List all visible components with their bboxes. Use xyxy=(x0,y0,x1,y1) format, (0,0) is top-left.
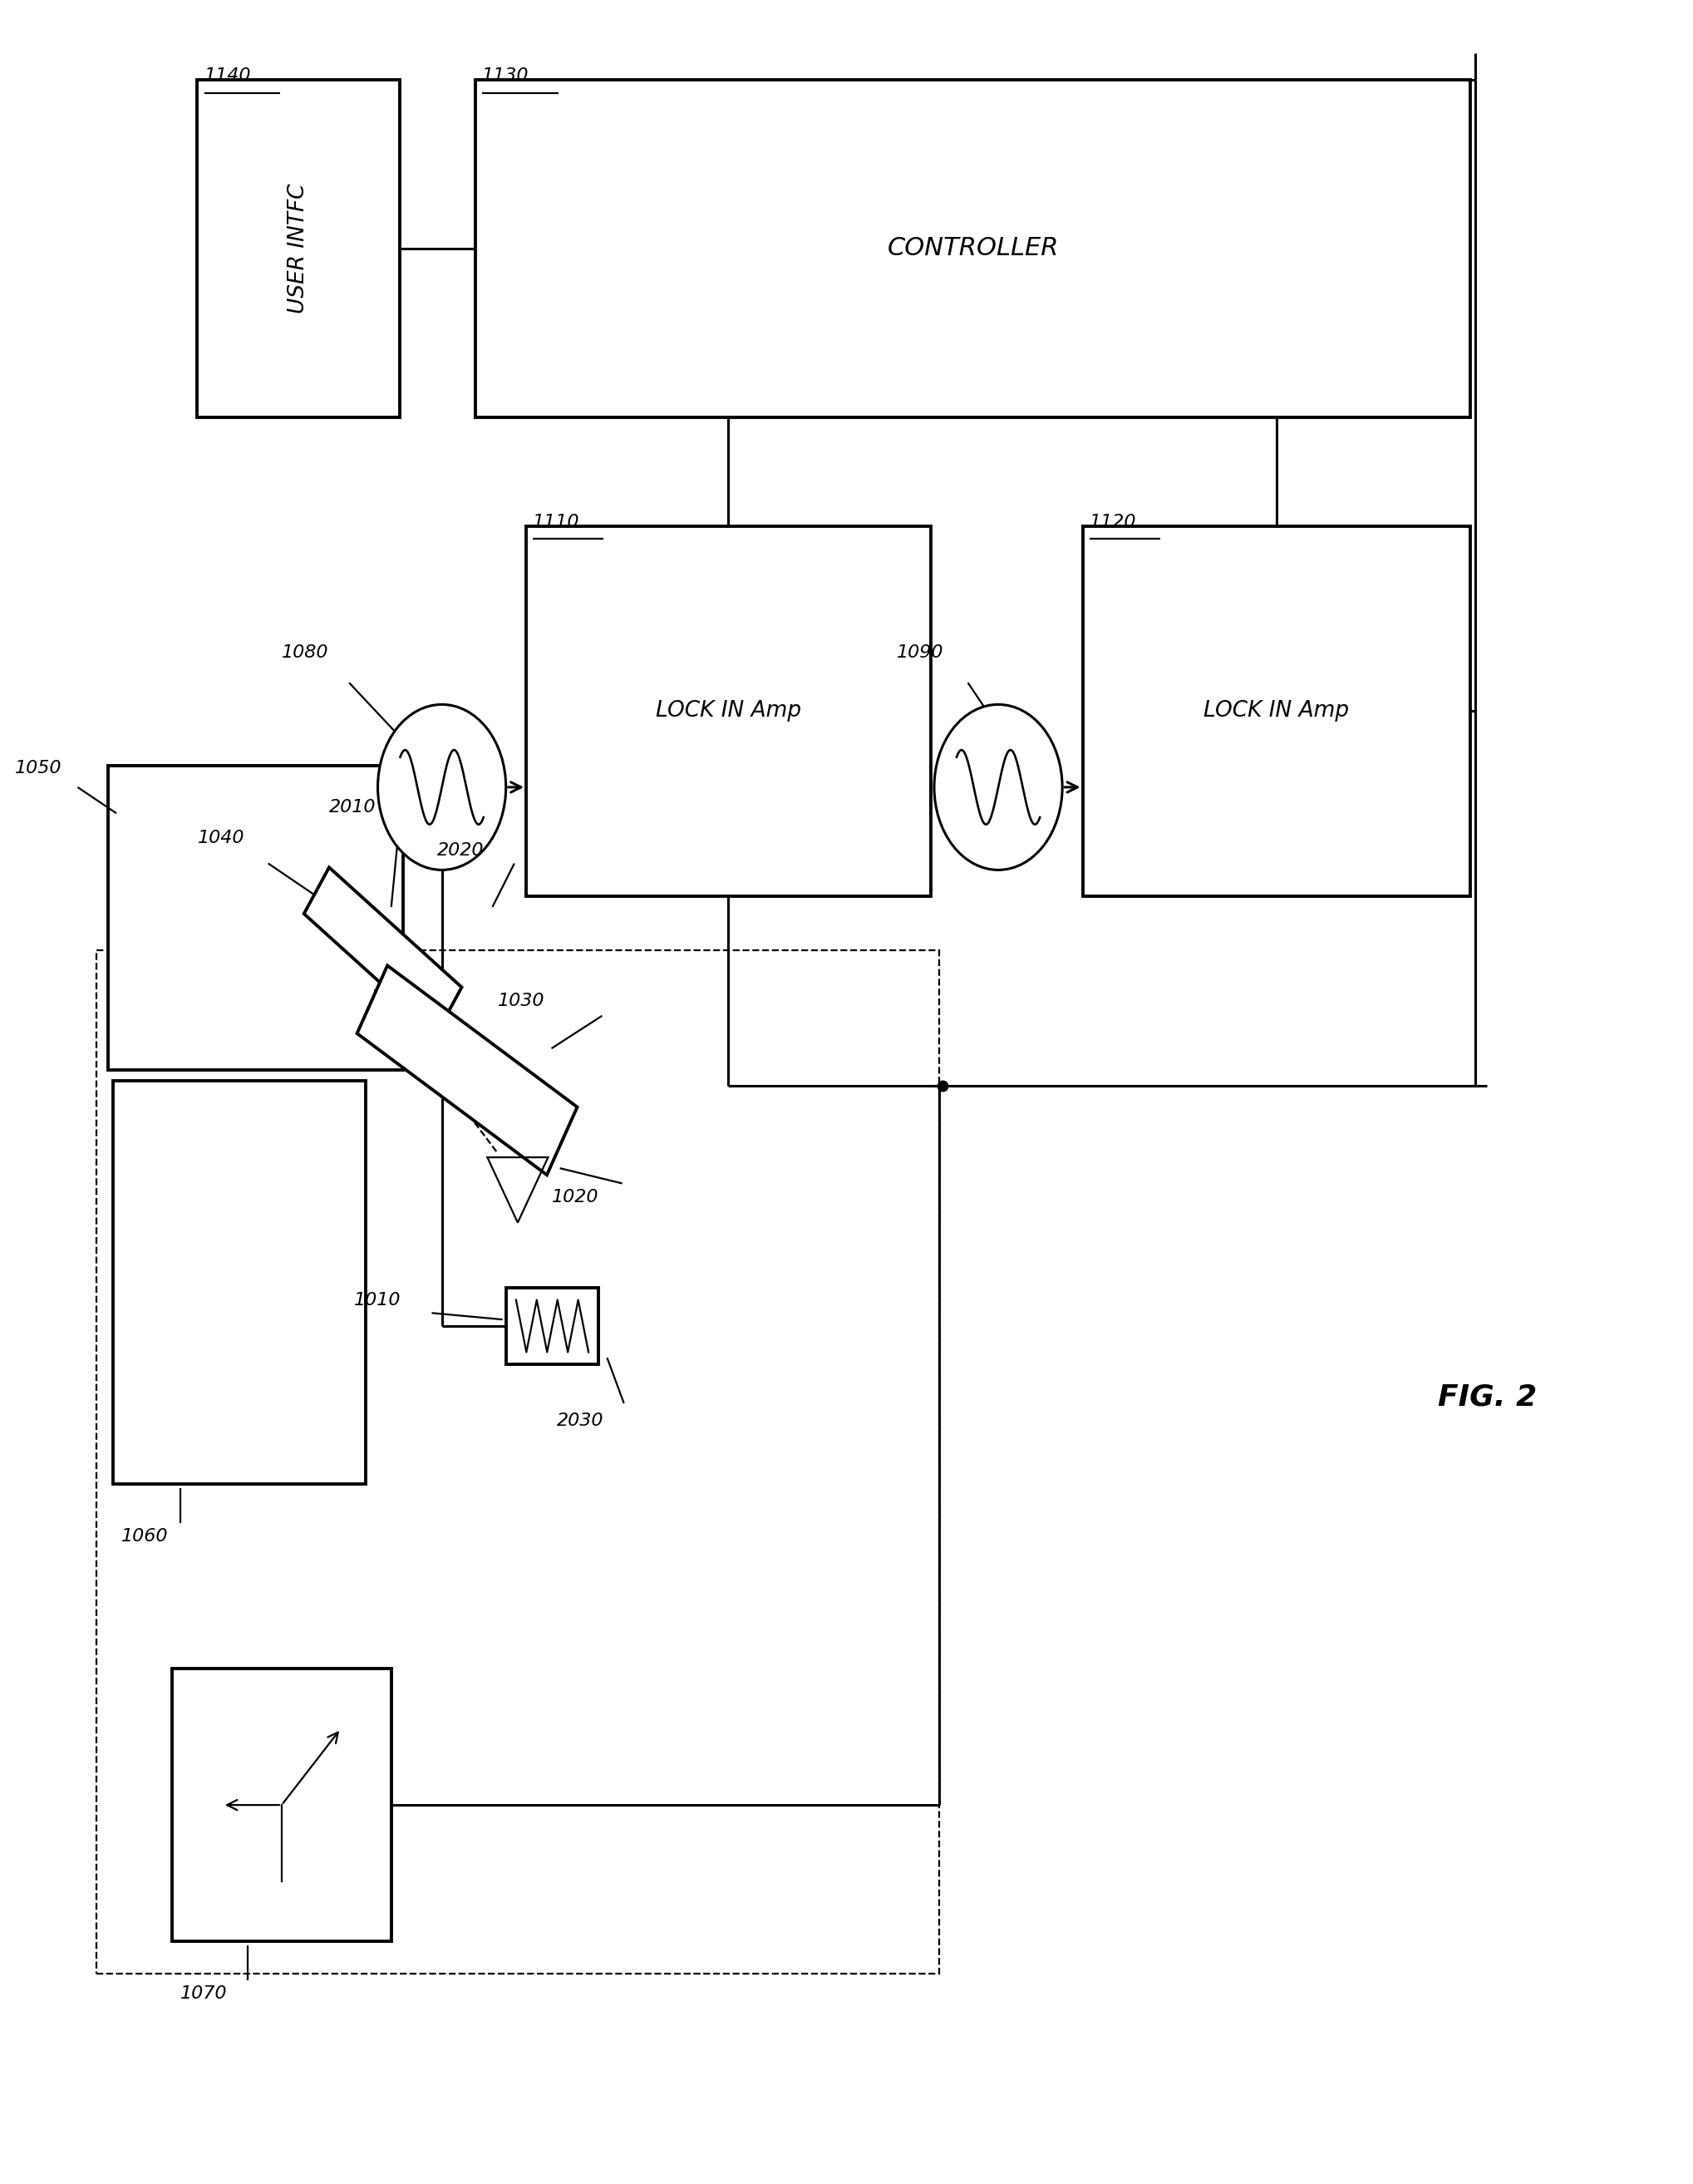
Text: CONTROLLER: CONTROLLER xyxy=(887,236,1058,260)
Bar xyxy=(113,1081,366,1483)
Text: 1060: 1060 xyxy=(122,1529,168,1544)
Bar xyxy=(173,1669,391,1942)
Bar xyxy=(1082,526,1470,895)
Text: 1010: 1010 xyxy=(354,1293,401,1308)
Text: 1140: 1140 xyxy=(205,68,251,83)
Text: 1120: 1120 xyxy=(1089,513,1136,531)
Bar xyxy=(506,1289,599,1365)
Circle shape xyxy=(935,705,1062,869)
Text: 1040: 1040 xyxy=(198,830,244,845)
Text: 1070: 1070 xyxy=(181,1985,227,2003)
Bar xyxy=(108,764,403,1070)
Bar xyxy=(476,79,1470,417)
Text: 1050: 1050 xyxy=(15,760,63,775)
Text: 1020: 1020 xyxy=(552,1188,598,1206)
Text: 2020: 2020 xyxy=(437,843,484,858)
Text: 2010: 2010 xyxy=(328,799,376,815)
Text: USER INTFC: USER INTFC xyxy=(288,183,310,314)
Text: 1030: 1030 xyxy=(498,994,545,1009)
Text: LOCK IN Amp: LOCK IN Amp xyxy=(655,701,801,723)
Text: LOCK IN Amp: LOCK IN Amp xyxy=(1204,701,1349,723)
Text: 1080: 1080 xyxy=(281,644,328,662)
Polygon shape xyxy=(357,965,577,1175)
Text: FIG. 2: FIG. 2 xyxy=(1437,1382,1537,1411)
Polygon shape xyxy=(305,867,462,1033)
Text: 1110: 1110 xyxy=(533,513,579,531)
Circle shape xyxy=(378,705,506,869)
Bar xyxy=(198,79,400,417)
Bar xyxy=(527,526,931,895)
Text: 1130: 1130 xyxy=(483,68,530,83)
Bar xyxy=(97,950,940,1974)
Text: 1090: 1090 xyxy=(897,644,945,662)
Text: 2030: 2030 xyxy=(557,1413,603,1431)
